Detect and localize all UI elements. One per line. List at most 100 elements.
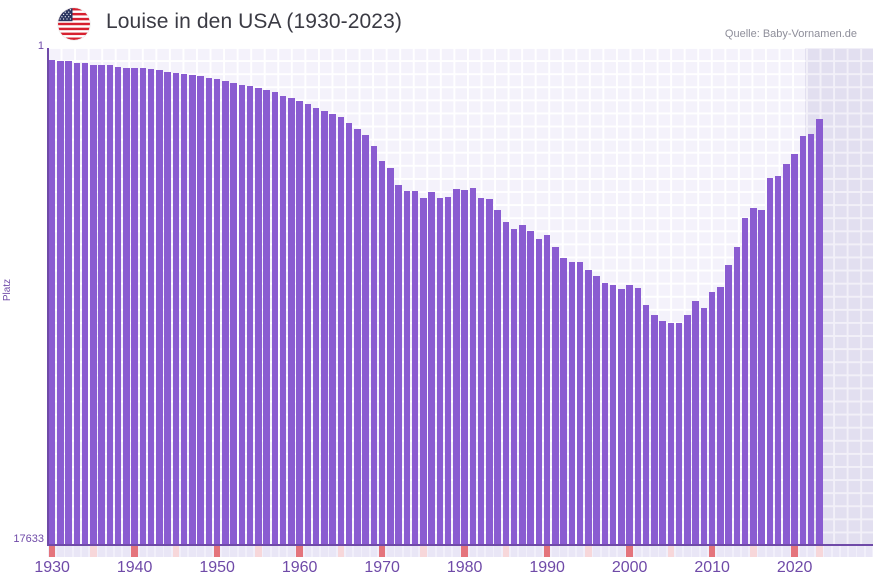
bar-1980[interactable] <box>461 190 468 544</box>
bar-2009[interactable] <box>700 307 708 544</box>
bar-1937[interactable] <box>106 64 114 544</box>
bar-1931[interactable] <box>57 60 64 544</box>
bar-1971[interactable] <box>387 167 394 544</box>
x-axis-label-1980: 1980 <box>446 559 483 576</box>
bar-1948[interactable] <box>197 76 204 544</box>
bar-1935[interactable] <box>90 64 97 544</box>
bar-2014[interactable] <box>741 217 749 544</box>
bar-1987[interactable] <box>519 224 526 544</box>
bar-1932[interactable] <box>65 60 72 544</box>
bar-1953[interactable] <box>238 84 246 544</box>
bar-1941[interactable] <box>139 67 147 544</box>
bar-2001[interactable] <box>634 287 642 544</box>
bar-2005[interactable] <box>667 323 675 544</box>
bar-2008[interactable] <box>692 301 699 544</box>
bar-2006[interactable] <box>675 323 683 544</box>
bar-2023[interactable] <box>816 119 823 544</box>
bar-1940[interactable] <box>131 67 138 544</box>
bar-1960[interactable] <box>296 101 303 544</box>
bar-2013[interactable] <box>733 247 741 544</box>
bar-1970[interactable] <box>378 161 386 544</box>
bar-1984[interactable] <box>494 210 501 544</box>
bar-1993[interactable] <box>568 261 576 544</box>
bar-1990[interactable] <box>543 234 551 544</box>
bar-1956[interactable] <box>263 90 270 544</box>
bar-1934[interactable] <box>81 62 89 544</box>
bar-1981[interactable] <box>469 188 477 544</box>
bar-1985[interactable] <box>502 221 510 544</box>
bar-1951[interactable] <box>222 81 229 544</box>
bar-1945[interactable] <box>172 72 180 544</box>
bar-2002[interactable] <box>642 305 650 544</box>
bar-1982[interactable] <box>477 198 485 544</box>
bar-1950[interactable] <box>213 79 221 544</box>
bar-2010[interactable] <box>708 291 716 544</box>
bar-2011[interactable] <box>717 286 724 544</box>
bar-1976[interactable] <box>428 192 435 544</box>
bar-2019[interactable] <box>783 163 790 544</box>
bar-2022[interactable] <box>807 134 815 544</box>
bar-1938[interactable] <box>114 67 122 544</box>
bar-1954[interactable] <box>246 85 254 544</box>
bar-1986[interactable] <box>510 229 518 544</box>
bar-2004[interactable] <box>659 320 666 544</box>
bar-1988[interactable] <box>527 231 534 544</box>
bar-1992[interactable] <box>560 257 567 544</box>
bar-1968[interactable] <box>362 134 369 544</box>
bar-1944[interactable] <box>164 71 171 544</box>
bar-1994[interactable] <box>576 262 584 544</box>
x-tick-2025 <box>832 546 840 557</box>
bar-1972[interactable] <box>395 185 402 544</box>
bar-1983[interactable] <box>486 198 493 544</box>
bar-1966[interactable] <box>345 122 353 544</box>
bar-1946[interactable] <box>180 74 188 544</box>
bar-1942[interactable] <box>147 69 155 544</box>
bar-1952[interactable] <box>230 82 237 544</box>
x-tick-1975 <box>420 546 427 557</box>
bar-2003[interactable] <box>651 314 658 544</box>
bar-1962[interactable] <box>312 107 320 544</box>
bar-2021[interactable] <box>799 136 807 544</box>
bar-1975[interactable] <box>420 198 427 544</box>
bar-1943[interactable] <box>156 70 163 544</box>
bar-2017[interactable] <box>766 178 774 544</box>
bar-2018[interactable] <box>774 175 782 544</box>
bar-1996[interactable] <box>593 275 600 544</box>
bar-1989[interactable] <box>535 238 543 544</box>
bar-1978[interactable] <box>444 197 452 544</box>
bar-1998[interactable] <box>609 284 617 544</box>
bar-2016[interactable] <box>758 210 765 544</box>
bar-1947[interactable] <box>189 74 196 544</box>
bar-1957[interactable] <box>271 92 279 544</box>
bar-2012[interactable] <box>725 265 732 544</box>
bar-1930[interactable] <box>48 60 56 544</box>
bar-2020[interactable] <box>791 154 798 544</box>
bar-1997[interactable] <box>601 282 609 544</box>
bar-1963[interactable] <box>321 111 328 544</box>
bar-1949[interactable] <box>205 77 213 544</box>
bar-1973[interactable] <box>403 190 411 544</box>
bar-1955[interactable] <box>255 88 262 544</box>
bar-1977[interactable] <box>436 198 444 544</box>
bar-1933[interactable] <box>73 62 81 544</box>
bar-1979[interactable] <box>453 188 460 544</box>
bar-1969[interactable] <box>370 146 378 544</box>
bar-2000[interactable] <box>626 285 633 544</box>
bar-1961[interactable] <box>304 104 312 544</box>
bar-1974[interactable] <box>411 191 419 544</box>
bar-1995[interactable] <box>585 270 592 544</box>
bar-1939[interactable] <box>123 67 130 544</box>
bar-1967[interactable] <box>354 128 361 544</box>
bar-1964[interactable] <box>329 113 336 544</box>
bar-1958[interactable] <box>279 96 287 544</box>
bar-1991[interactable] <box>552 246 559 544</box>
bar-1965[interactable] <box>337 117 345 544</box>
bar-1999[interactable] <box>618 288 625 544</box>
bar-1959[interactable] <box>288 98 295 544</box>
x-tick-1952 <box>230 546 237 557</box>
bar-2007[interactable] <box>684 315 691 544</box>
x-tick-major-1970 <box>378 546 386 557</box>
bar-1936[interactable] <box>98 64 105 544</box>
bar-2015[interactable] <box>750 208 757 544</box>
x-tick-2003 <box>651 546 658 557</box>
